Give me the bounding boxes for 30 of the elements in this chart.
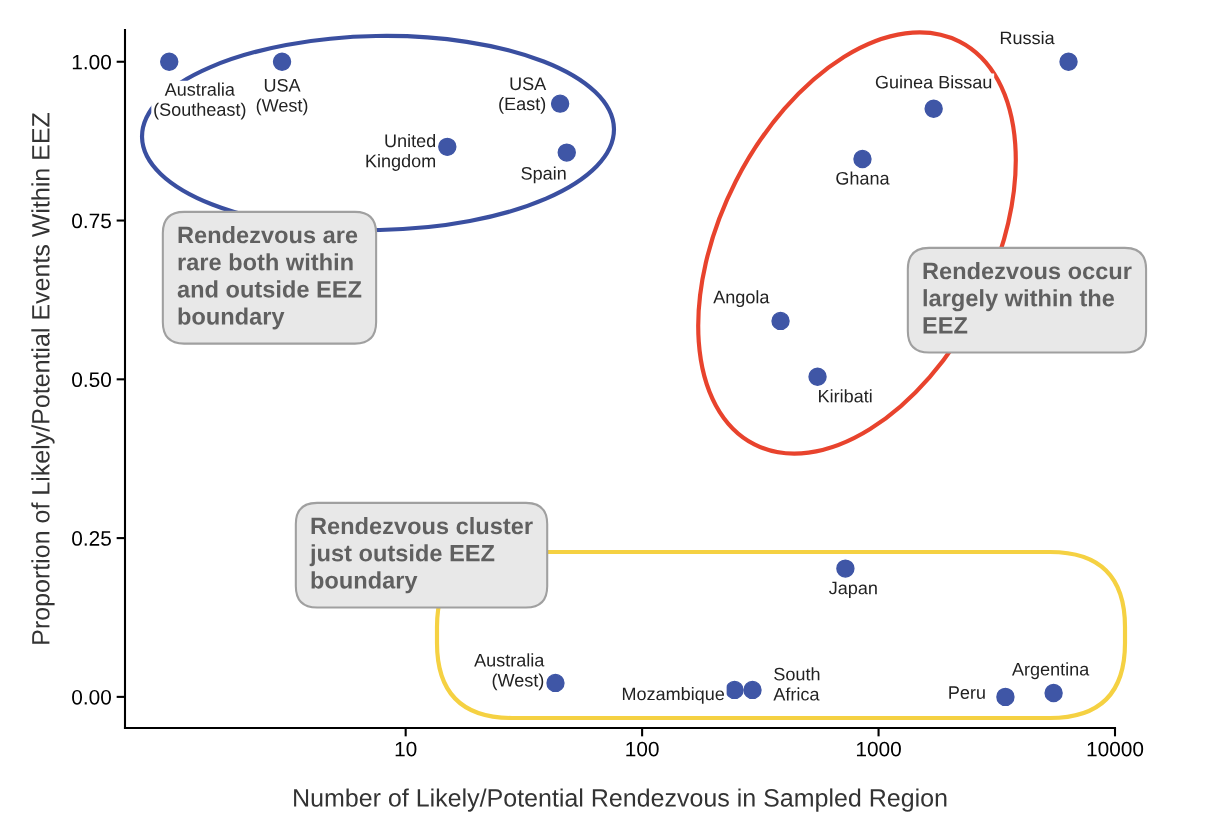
annotation: Australia (Southeast) <box>154 82 246 120</box>
y-tick-label: 1.00 <box>72 54 111 70</box>
y-tick-label: 0.25 <box>72 531 111 546</box>
annotation: Ghana <box>836 171 890 185</box>
annotation: Spain <box>521 166 566 184</box>
annotation: Angola <box>713 290 770 307</box>
annotation: Australia (West) <box>474 653 545 691</box>
x-tick-label: 100 <box>626 741 659 757</box>
y-tick-label: 0.75 <box>72 213 111 229</box>
annotation: USA (East) <box>499 77 547 114</box>
annotation: Peru <box>949 686 985 699</box>
annotation: Guinea Bissau <box>875 75 992 89</box>
x-tick-label: 10 <box>395 741 417 757</box>
annotation: United Kingdom <box>366 133 436 171</box>
y-tick-label: 0.50 <box>72 372 111 388</box>
annotation: Rendezvous are rare both within and outside EEZ boundary <box>177 226 362 330</box>
annotation: Japan <box>829 581 877 598</box>
annotation: Mozambique <box>622 687 725 704</box>
annotation: Rendezvous cluster just outside EEZ boundary <box>309 517 533 594</box>
annotation: Kiribati <box>819 389 872 403</box>
annotation: USA (West) <box>256 78 308 116</box>
annotation: Rendezvous occur largely within the EEZ <box>923 262 1132 334</box>
y-axis-title: Proportion of Likely/Potential Events Within EEZ <box>31 112 55 644</box>
annotation: South Africa <box>773 667 820 701</box>
y-tick-label: 0.00 <box>72 689 111 705</box>
x-tick-label: 1000 <box>856 741 901 757</box>
x-axis-title: Number of Likely/Potential Rendezvous in Sampled Region <box>294 788 947 812</box>
annotation: Russia <box>1000 31 1055 45</box>
annotation: Argentina <box>1011 662 1090 680</box>
x-tick-label: 10000 <box>1087 741 1144 757</box>
